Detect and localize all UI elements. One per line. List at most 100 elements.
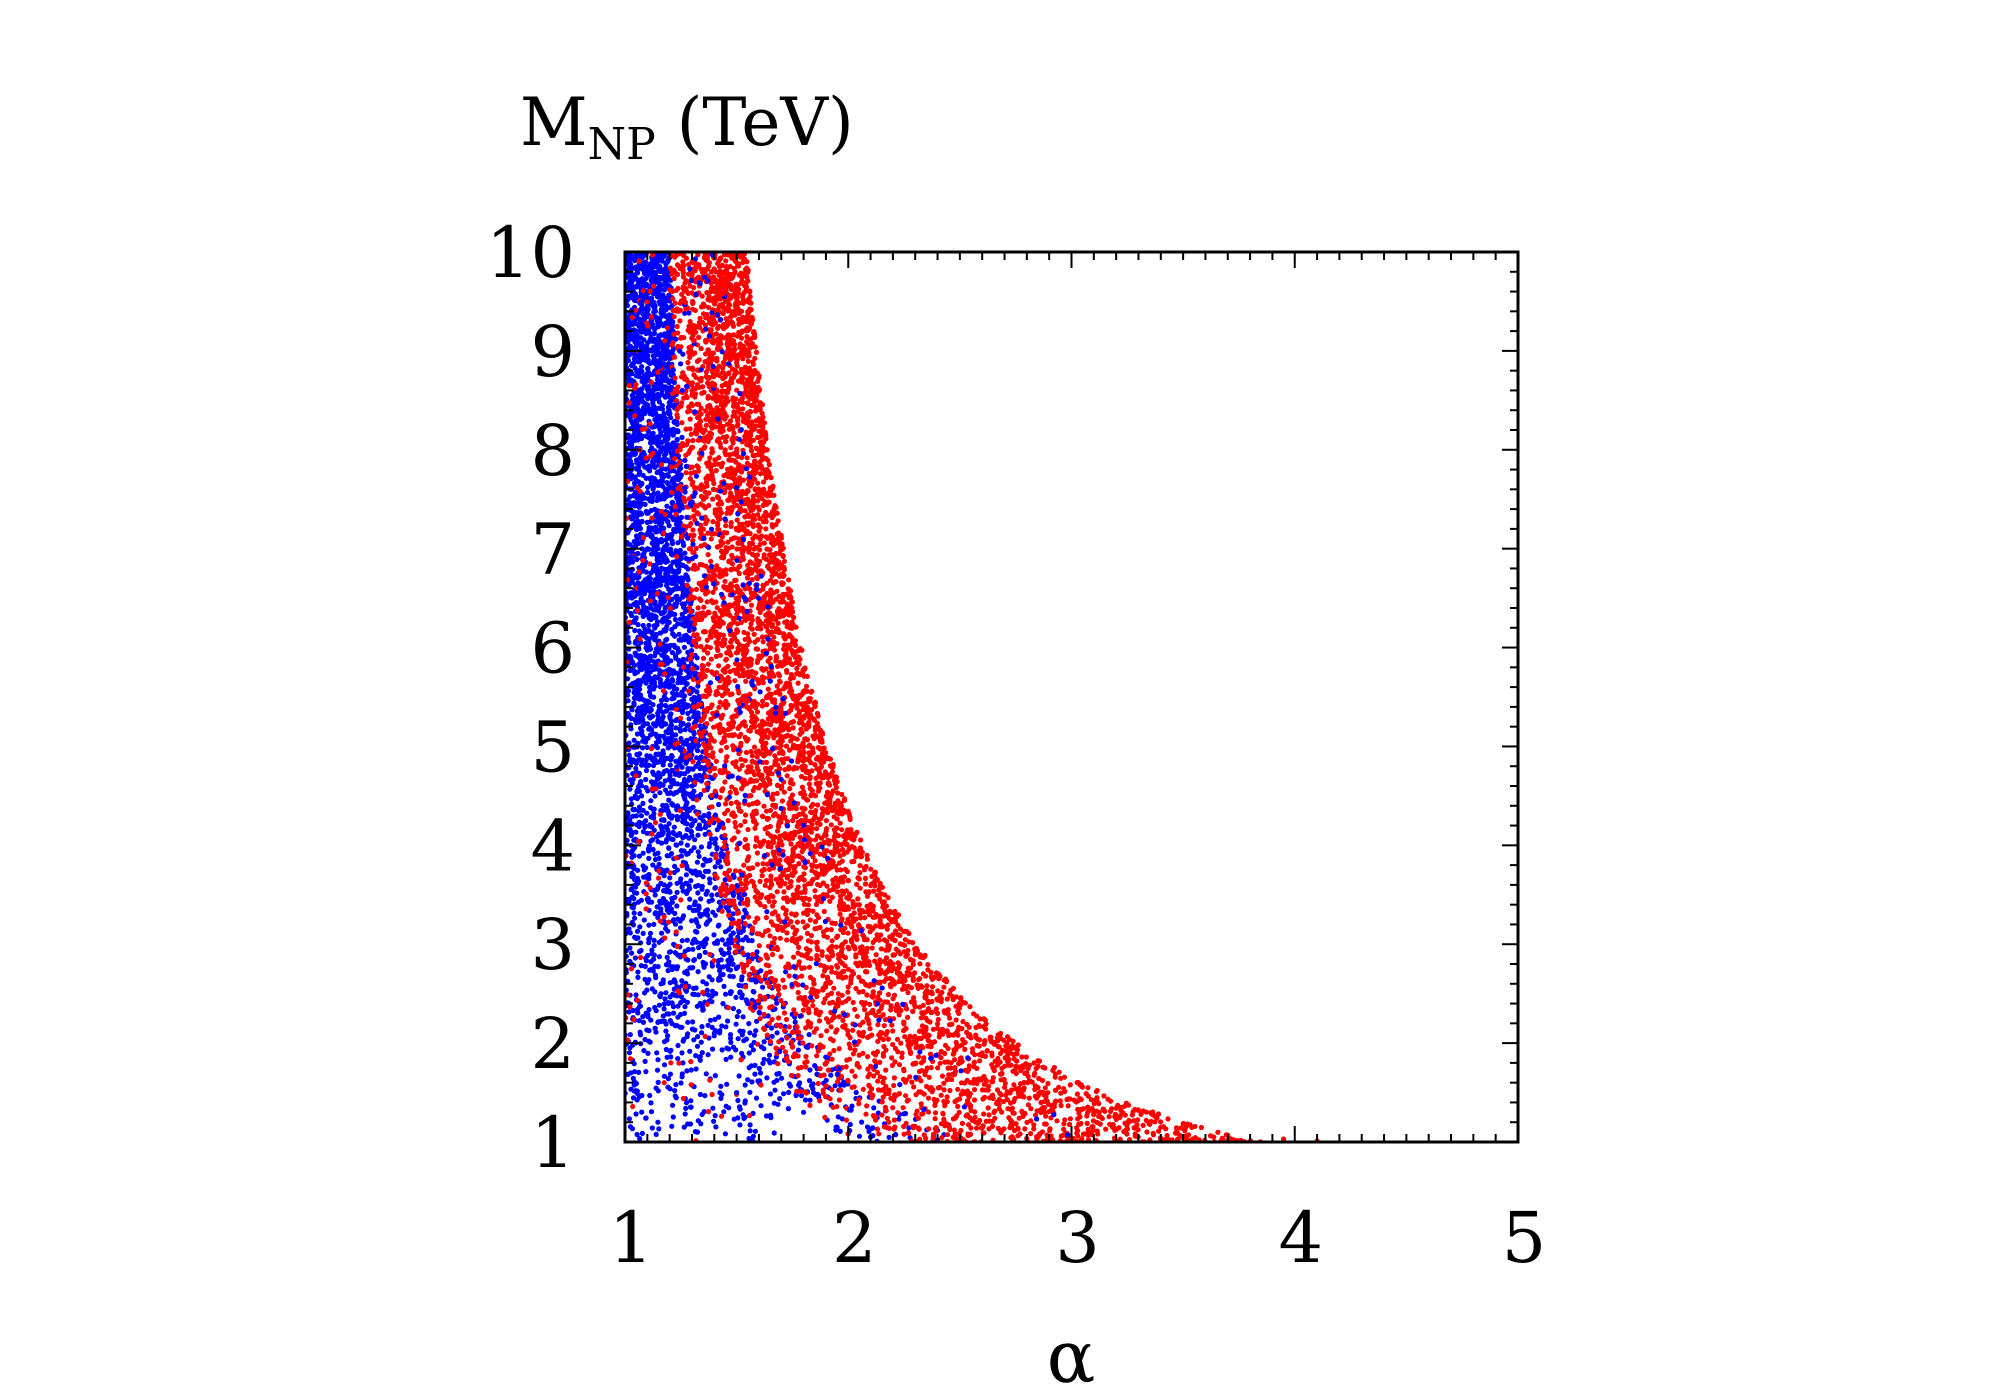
red-point (726, 370, 732, 376)
blue-point (651, 956, 657, 962)
blue-point (646, 855, 652, 862)
blue-point (637, 357, 644, 363)
blue-point (629, 950, 635, 956)
blue-point (660, 1013, 666, 1019)
blue-point (676, 631, 682, 637)
red-point (865, 1054, 871, 1060)
red-point (757, 471, 764, 477)
blue-point (640, 278, 646, 284)
red-point (1143, 1117, 1149, 1123)
blue-point (664, 1037, 670, 1043)
blue-point (658, 697, 665, 704)
blue-point (758, 1103, 764, 1109)
blue-point (781, 1091, 787, 1097)
blue-point (648, 476, 654, 483)
red-point (777, 935, 783, 941)
blue-point (652, 856, 659, 863)
blue-point (658, 282, 664, 288)
blue-point (651, 681, 657, 687)
blue-point (689, 918, 695, 924)
blue-point (636, 804, 643, 810)
blue-point (750, 1133, 757, 1139)
blue-point (859, 1119, 865, 1125)
blue-point (639, 518, 645, 525)
blue-point (655, 773, 662, 779)
blue-point (649, 535, 656, 541)
blue-point (767, 1091, 774, 1097)
blue-point (678, 514, 685, 521)
blue-point (662, 736, 668, 742)
red-point (967, 1004, 973, 1010)
blue-point (672, 1023, 678, 1029)
red-point (687, 319, 693, 325)
red-point (718, 444, 724, 450)
blue-point (649, 1125, 655, 1131)
blue-point (653, 975, 659, 981)
red-point (704, 599, 710, 605)
blue-point (652, 506, 658, 512)
blue-point (699, 886, 705, 892)
blue-point (637, 949, 643, 955)
blue-point (660, 895, 666, 902)
blue-point (760, 1060, 766, 1066)
blue-point (646, 636, 652, 642)
blue-point (718, 1095, 724, 1101)
blue-point (630, 1095, 637, 1101)
blue-point (632, 671, 638, 677)
blue-point (659, 258, 665, 264)
blue-point (709, 1024, 715, 1030)
blue-point (663, 1028, 669, 1034)
blue-point (645, 384, 651, 390)
blue-point (667, 1071, 674, 1077)
blue-point (684, 574, 690, 580)
blue-point (652, 793, 658, 799)
blue-point (637, 924, 643, 930)
blue-point (685, 957, 691, 963)
blue-point (704, 919, 710, 926)
blue-point (630, 434, 637, 440)
blue-point (670, 836, 676, 843)
red-point (743, 678, 749, 684)
blue-point (638, 779, 644, 785)
blue-point (772, 1087, 778, 1093)
blue-point (688, 828, 694, 834)
blue-point (711, 1118, 717, 1124)
blue-point (701, 911, 707, 917)
blue-point (626, 352, 633, 358)
blue-point (658, 909, 664, 915)
blue-point (633, 465, 640, 471)
blue-point (663, 628, 669, 634)
blue-point (632, 955, 639, 961)
blue-point (664, 503, 670, 509)
red-point (723, 258, 729, 264)
blue-point (637, 282, 643, 288)
blue-point (662, 516, 668, 522)
blue-point (707, 876, 713, 882)
blue-point (636, 853, 643, 859)
blue-point (679, 1071, 685, 1077)
blue-point (667, 411, 673, 417)
blue-point (664, 907, 670, 913)
blue-point (635, 495, 642, 501)
blue-point (802, 1097, 809, 1103)
blue-point (651, 331, 657, 337)
red-point (786, 766, 792, 772)
blue-point (647, 684, 653, 691)
blue-point (711, 932, 717, 938)
blue-point (769, 1033, 775, 1039)
blue-point (736, 1073, 742, 1079)
blue-point (663, 787, 669, 793)
blue-point (673, 603, 679, 609)
blue-point (695, 890, 701, 896)
blue-point (691, 1037, 697, 1043)
blue-point (638, 329, 645, 335)
red-point (763, 915, 770, 921)
blue-point (650, 459, 656, 465)
blue-point (673, 594, 679, 600)
blue-point (639, 762, 645, 768)
blue-point (665, 431, 671, 437)
red-point (928, 969, 934, 975)
blue-point (637, 911, 643, 917)
blue-point (640, 850, 646, 856)
blue-point (766, 1052, 773, 1058)
